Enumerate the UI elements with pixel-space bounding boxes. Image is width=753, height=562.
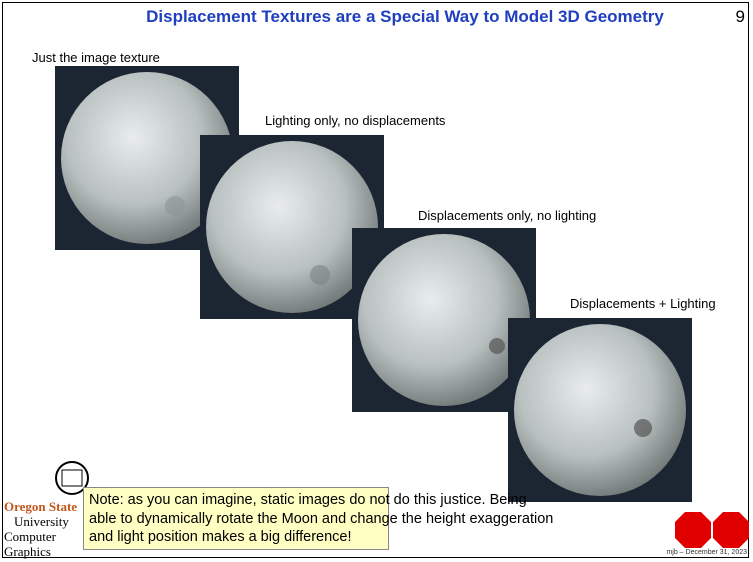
logo-line: University: [4, 514, 94, 529]
slide-title: Displacement Textures are a Special Way …: [80, 7, 730, 27]
note-line: able to dynamically rotate the Moon and …: [89, 510, 383, 529]
note-line: Note: as you can imagine, static images …: [89, 491, 383, 510]
page-number: 9: [736, 7, 745, 27]
slide: Displacement Textures are a Special Way …: [0, 0, 753, 562]
footer: mjb – December 31, 2023: [666, 549, 747, 556]
note-line: and light position makes a big differenc…: [89, 528, 383, 547]
logo-line: Computer Graphics: [4, 529, 94, 559]
caption: Displacements + Lighting: [570, 296, 716, 311]
note-box: Note: as you can imagine, static images …: [83, 487, 389, 550]
octagon: [675, 512, 711, 548]
octagon: [713, 512, 749, 548]
university-logo: Oregon State University Computer Graphic…: [4, 460, 94, 559]
stop-icons: [674, 511, 750, 549]
moon-image: [508, 318, 692, 502]
caption: Lighting only, no displacements: [265, 113, 445, 128]
caption: Just the image texture: [32, 50, 160, 65]
caption: Displacements only, no lighting: [418, 208, 596, 223]
logo-line: Oregon State: [4, 499, 94, 514]
